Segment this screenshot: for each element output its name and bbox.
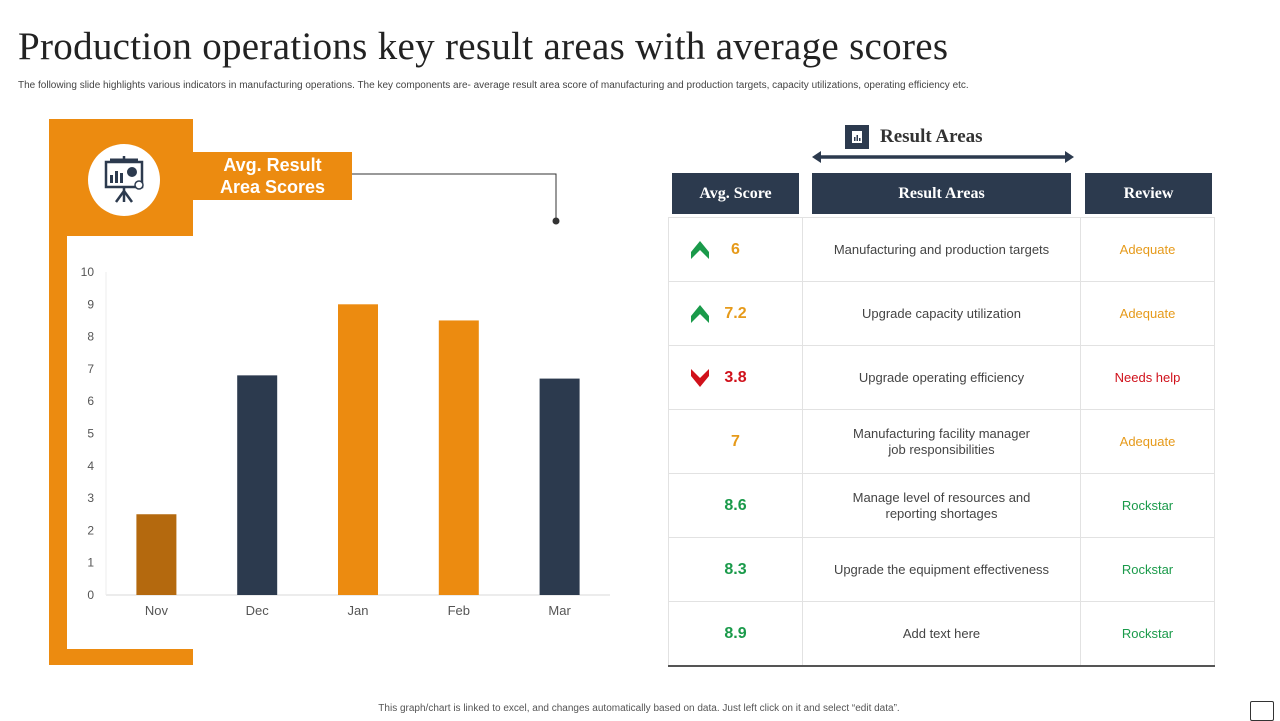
bar-feb <box>438 320 479 595</box>
y-tick-label: 5 <box>87 427 94 441</box>
bar-jan <box>338 304 378 595</box>
score-cell: 8.3 <box>668 538 803 601</box>
result-area-text: Upgrade capacity utilization <box>803 282 1081 345</box>
y-tick-label: 2 <box>87 523 94 537</box>
result-area-text: Add text here <box>803 602 1081 665</box>
double-arrow-icon <box>812 151 1074 163</box>
score-value: 8.9 <box>724 624 747 642</box>
result-area-text: Manufacturing and production targets <box>803 218 1081 281</box>
review-text: Rockstar <box>1081 602 1215 665</box>
score-value: 3.8 <box>724 368 747 386</box>
callout-connector <box>352 173 560 225</box>
result-area-text: Upgrade operating efficiency <box>803 346 1081 409</box>
score-value: 8.6 <box>724 496 747 514</box>
score-value: 8.3 <box>724 560 747 578</box>
score-cell: 7.2 <box>668 282 803 345</box>
result-areas-title: Result Areas <box>880 126 983 147</box>
review-text: Adequate <box>1081 218 1215 281</box>
score-cell: 6 <box>668 218 803 281</box>
result-areas-table: 6 Manufacturing and production targets Ade… <box>668 217 1215 667</box>
corner-box <box>1250 701 1274 721</box>
y-tick-label: 9 <box>87 297 94 311</box>
document-chart-icon <box>845 125 869 149</box>
bar-nov <box>136 514 177 595</box>
table-row: 8.9 Add text here Rockstar <box>668 601 1215 665</box>
orange-frame-bottom <box>49 649 193 665</box>
page-subtitle: The following slide highlights various i… <box>18 80 969 91</box>
review-text: Rockstar <box>1081 538 1215 601</box>
x-tick-label: Jan <box>348 603 369 618</box>
y-tick-label: 8 <box>87 330 94 344</box>
score-cell: 3.8 <box>668 346 803 409</box>
column-header-review: Review <box>1085 173 1212 214</box>
table-row: 8.6 Manage level of resources and reporti… <box>668 473 1215 537</box>
score-value: 7.2 <box>724 304 747 322</box>
avg-result-label: Avg. Result Area Scores <box>193 152 352 200</box>
x-tick-label: Nov <box>145 603 169 618</box>
result-area-text: Manage level of resources and reporting … <box>803 474 1081 537</box>
trend-down-icon <box>691 369 709 387</box>
column-header-result-areas: Result Areas <box>812 173 1071 214</box>
result-area-text: Upgrade the equipment effectiveness <box>803 538 1081 601</box>
y-tick-label: 1 <box>87 556 94 570</box>
column-header-avg-score: Avg. Score <box>672 173 799 214</box>
presentation-chart-icon <box>88 144 160 216</box>
avg-result-label-line1: Avg. Result <box>223 155 322 175</box>
review-text: Needs help <box>1081 346 1215 409</box>
score-cell: 7 <box>668 410 803 473</box>
bar-chart: 0 1 2 3 4 5 6 7 8 9 10 Nov Dec Jan Feb Mar <box>81 265 610 618</box>
y-tick-label: 10 <box>81 265 95 279</box>
page-title: Production operations key result areas w… <box>18 25 949 68</box>
x-tick-label: Dec <box>246 603 270 618</box>
table-row: 7.2 Upgrade capacity utilization Adequate <box>668 281 1215 345</box>
y-tick-label: 0 <box>87 588 94 602</box>
trend-up-icon <box>691 305 709 323</box>
x-tick-label: Mar <box>548 603 571 618</box>
score-value: 6 <box>731 240 740 258</box>
y-tick-label: 3 <box>87 491 94 505</box>
review-text: Adequate <box>1081 410 1215 473</box>
score-cell: 8.9 <box>668 602 803 665</box>
orange-frame-left <box>49 236 67 649</box>
result-area-text: Manufacturing facility manager job respo… <box>803 410 1081 473</box>
y-tick-label: 4 <box>87 459 94 473</box>
table-row: 6 Manufacturing and production targets Ade… <box>668 217 1215 281</box>
y-tick-label: 6 <box>87 394 94 408</box>
table-row: 7 Manufacturing facility manager job resp… <box>668 409 1215 473</box>
y-tick-label: 7 <box>87 362 94 376</box>
result-areas-header: Result Areas <box>845 124 983 150</box>
bar-mar <box>539 378 580 595</box>
table-row: 3.8 Upgrade operating efficiency Needs hel… <box>668 345 1215 409</box>
footer-note: This graph/chart is linked to excel, and… <box>378 703 900 714</box>
x-tick-label: Feb <box>448 603 470 618</box>
avg-result-label-line2: Area Scores <box>219 177 326 197</box>
review-text: Rockstar <box>1081 474 1215 537</box>
trend-up-icon <box>691 241 709 259</box>
table-row: 8.3 Upgrade the equipment effectiveness Ro… <box>668 537 1215 601</box>
score-value: 7 <box>731 432 740 450</box>
review-text: Adequate <box>1081 282 1215 345</box>
bar-dec <box>237 375 278 595</box>
score-cell: 8.6 <box>668 474 803 537</box>
